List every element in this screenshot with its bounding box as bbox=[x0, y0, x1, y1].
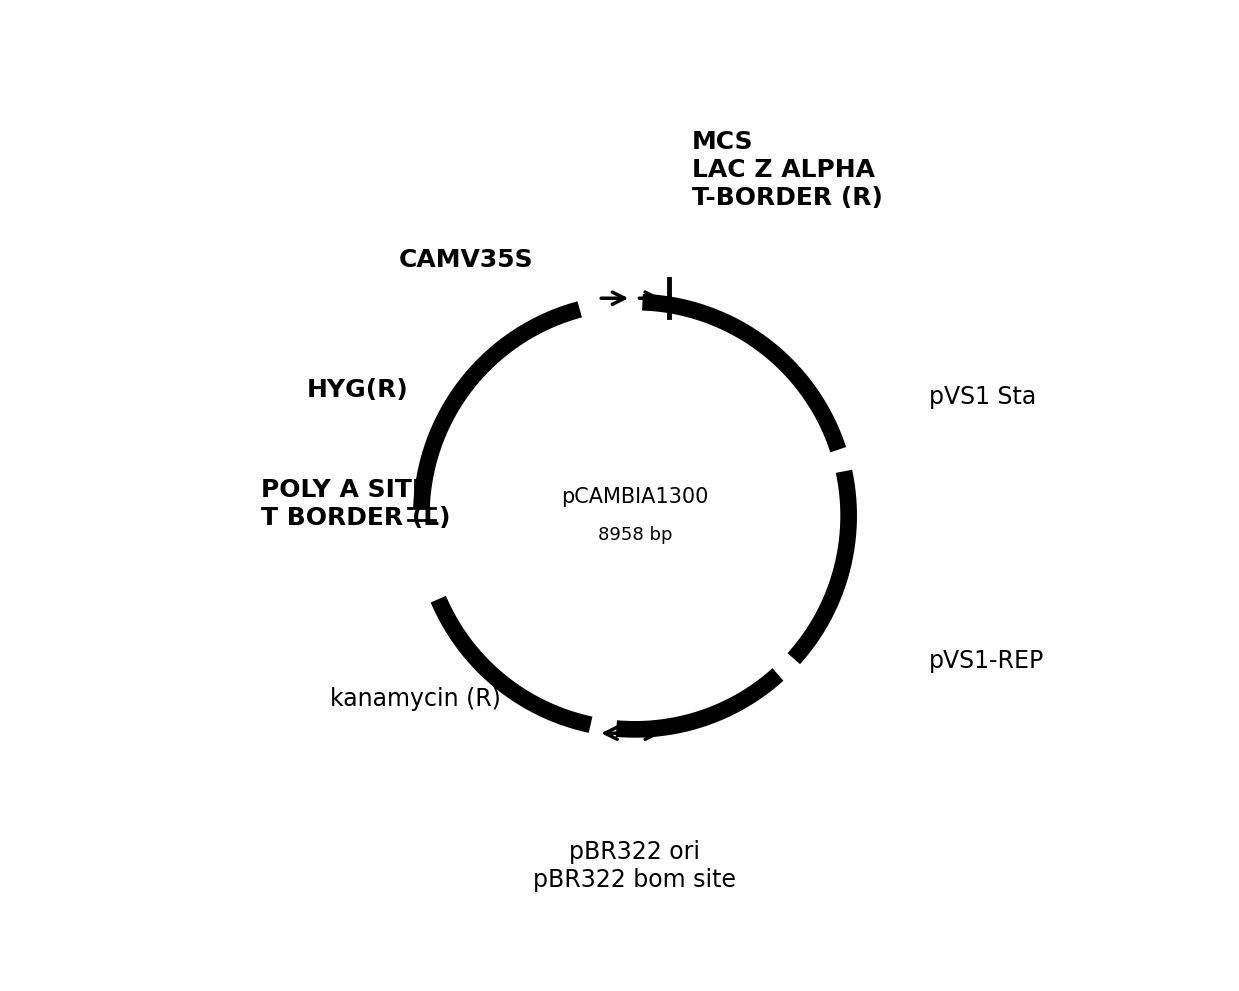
Text: HYG(R): HYG(R) bbox=[307, 378, 409, 401]
Text: kanamycin (R): kanamycin (R) bbox=[330, 687, 501, 711]
Text: CAMV35S: CAMV35S bbox=[399, 248, 533, 273]
Text: MCS
LAC Z ALPHA
T-BORDER (R): MCS LAC Z ALPHA T-BORDER (R) bbox=[693, 131, 883, 210]
Text: pCAMBIA1300: pCAMBIA1300 bbox=[561, 487, 709, 506]
Text: 8958 bp: 8958 bp bbox=[597, 526, 673, 544]
Text: pVS1-REP: pVS1-REP bbox=[929, 649, 1044, 673]
Text: pVS1 Sta: pVS1 Sta bbox=[929, 385, 1036, 409]
Text: POLY A SITE
T BORDER (L): POLY A SITE T BORDER (L) bbox=[261, 479, 451, 530]
Text: pBR322 ori
pBR322 bom site: pBR322 ori pBR322 bom site bbox=[534, 840, 736, 892]
